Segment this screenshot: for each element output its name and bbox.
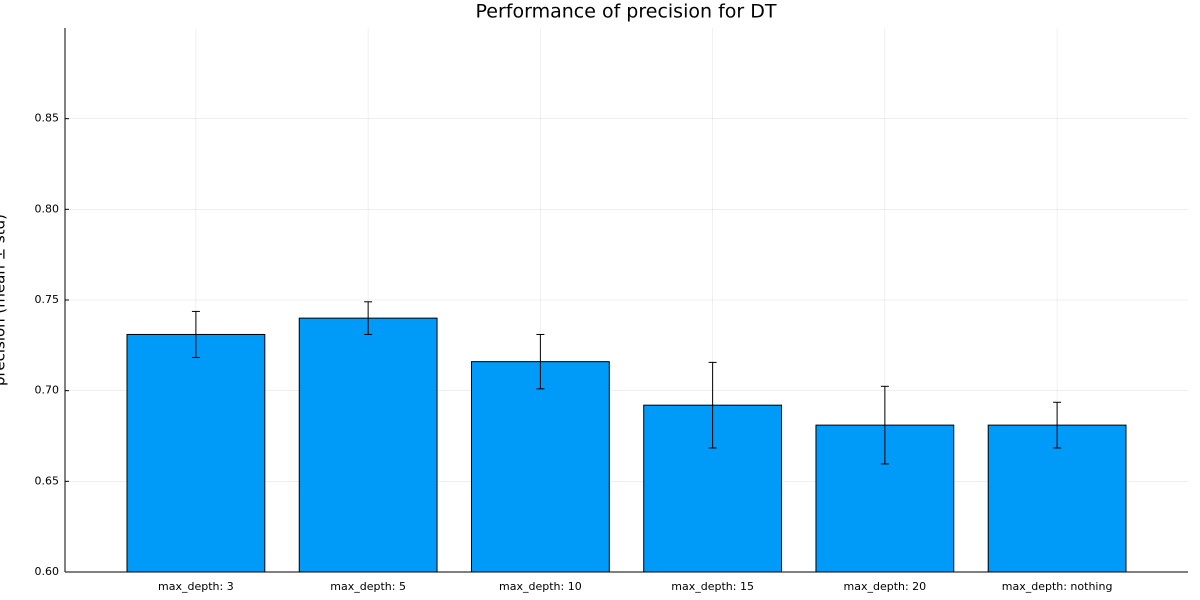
bar (470, 361, 610, 573)
y-tick-label: 0.65 (35, 474, 60, 487)
x-tick-label: max_depth: 10 (499, 580, 582, 593)
x-tick-label: max_depth: 20 (844, 580, 927, 593)
y-tick-label: 0.80 (35, 202, 60, 215)
x-tick-label: max_depth: 3 (158, 580, 234, 593)
x-tick-label: max_depth: 15 (671, 580, 754, 593)
y-tick-label: 0.60 (35, 565, 60, 578)
y-tick-label: 0.75 (35, 293, 60, 306)
y-axis-label: precision (mean ± std) (0, 214, 9, 386)
bar (987, 424, 1127, 573)
x-tick-label: max_depth: nothing (1002, 580, 1113, 593)
y-tick-label: 0.70 (35, 384, 60, 397)
x-tick-label: max_depth: 5 (330, 580, 406, 593)
bar (298, 317, 438, 573)
chart-title: Performance of precision for DT (476, 1, 777, 23)
y-tick-label: 0.85 (35, 112, 60, 125)
bar (126, 333, 266, 573)
